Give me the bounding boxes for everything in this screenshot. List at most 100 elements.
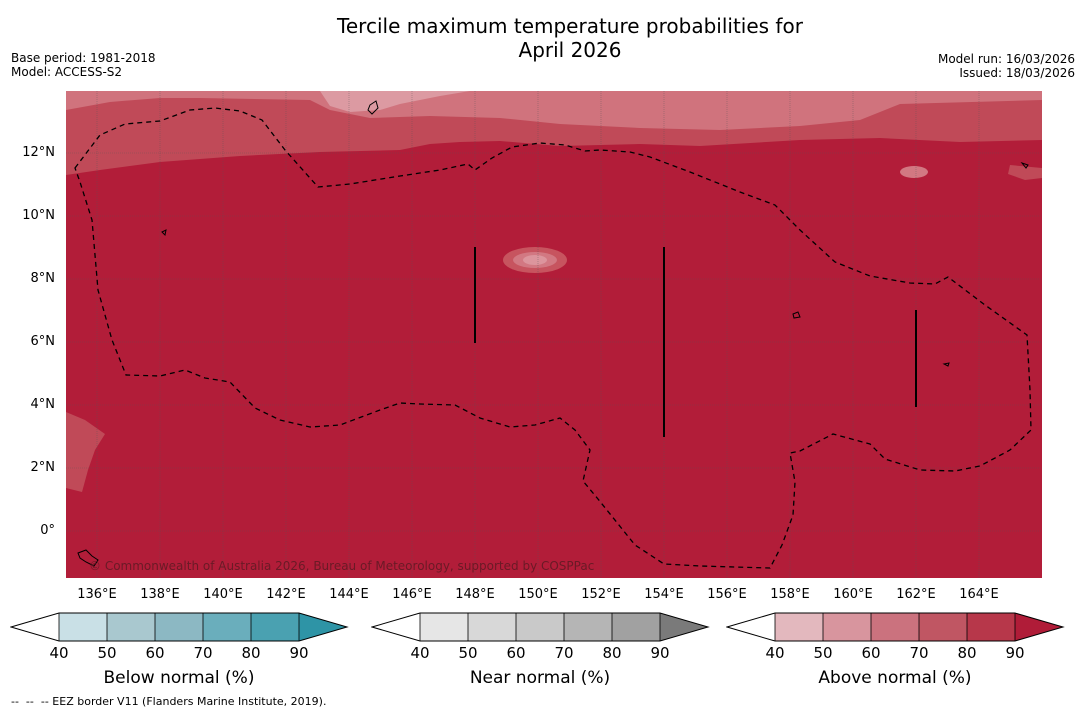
cbar-above-tick-50: 50	[813, 644, 833, 662]
island-north	[367, 100, 379, 115]
lon-label-158: 158°E	[770, 587, 810, 602]
probability-band-60	[66, 91, 1042, 130]
cbar-above-seg-0	[727, 613, 775, 641]
cbar-above-tick-80: 80	[957, 644, 977, 662]
cbar-above-seg-1	[775, 613, 823, 641]
lon-label-160: 160°E	[833, 587, 873, 602]
cbar-near-seg-3	[516, 613, 564, 641]
model-name: Model: ACCESS-S2	[11, 65, 123, 79]
cbar-near-label: Near normal (%)	[469, 668, 611, 688]
island-mid	[792, 311, 801, 319]
cbar-below-seg-5	[251, 613, 299, 641]
lat-label-8n: 8°N	[30, 271, 56, 286]
cbar-below-dividers	[58, 613, 300, 641]
lon-label-142: 142°E	[266, 587, 306, 602]
cbar-near-seg-1	[420, 613, 468, 641]
cbar-near-seg-2	[468, 613, 516, 641]
cbar-above-dividers	[774, 613, 1016, 641]
lon-label-162: 162°E	[896, 587, 936, 602]
issued-date: Issued: 18/03/2026	[959, 66, 1075, 80]
island-southwest	[77, 549, 99, 567]
island-east	[942, 362, 950, 367]
lon-label-156: 156°E	[707, 587, 747, 602]
cbar-near-tick-70: 70	[554, 644, 574, 662]
probability-patch-core	[523, 255, 547, 265]
cbar-below-tick-70: 70	[193, 644, 213, 662]
colorbar-above-normal	[726, 612, 1065, 642]
lon-label-148: 148°E	[455, 587, 495, 602]
probability-band-50	[320, 91, 470, 112]
cbar-below-tick-50: 50	[97, 644, 117, 662]
cbar-near-tick-60: 60	[506, 644, 526, 662]
cbar-near-seg-0	[372, 613, 420, 641]
meta-left: Base period: 1981-2018 Model: ACCESS-S2	[11, 51, 156, 79]
eez-footnote: -- -- -- EEZ border V11 (Flanders Marine…	[11, 695, 327, 708]
cbar-below-tick-40: 40	[49, 644, 69, 662]
eez-border-north	[74, 107, 1032, 569]
islands	[77, 100, 1029, 567]
cbar-near-seg-5	[612, 613, 660, 641]
graticule	[66, 91, 1042, 578]
colorbar-below-normal	[10, 612, 349, 642]
cbar-above-seg-2	[823, 613, 871, 641]
model-run: Model run: 16/03/2026	[937, 52, 1075, 66]
cbar-above-tick-90: 90	[1005, 644, 1025, 662]
cbar-below-seg-2	[107, 613, 155, 641]
cbar-above-seg-5	[967, 613, 1015, 641]
lon-label-144: 144°E	[329, 587, 369, 602]
lon-label-164: 164°E	[959, 587, 999, 602]
cbar-near-tick-40: 40	[410, 644, 430, 662]
cbar-below-tick-60: 60	[145, 644, 165, 662]
lon-label-138: 138°E	[140, 587, 180, 602]
cbar-near-tick-50: 50	[458, 644, 478, 662]
island-ne	[1020, 161, 1029, 169]
cbar-above-tick-40: 40	[765, 644, 785, 662]
lon-label-154: 154°E	[644, 587, 684, 602]
cbar-below-tick-80: 80	[241, 644, 261, 662]
title-line-2: April 2026	[518, 38, 622, 62]
cbar-above-tick-60: 60	[861, 644, 881, 662]
cbar-near-seg-4	[564, 613, 612, 641]
title-line-1: Tercile maximum temperature probabilitie…	[337, 14, 803, 38]
cbar-below-seg-4	[203, 613, 251, 641]
cbar-below-label: Below normal (%)	[103, 668, 255, 688]
lat-label-10n: 10°N	[22, 208, 55, 223]
cbar-near-dividers	[419, 613, 661, 641]
probability-patch-east	[900, 166, 928, 178]
lon-label-152: 152°E	[581, 587, 621, 602]
cbar-below-seg-1	[59, 613, 107, 641]
cbar-near-tick-90: 90	[650, 644, 670, 662]
probability-field	[66, 91, 1042, 578]
map-title: Tercile maximum temperature probabilitie…	[0, 14, 1085, 62]
lon-label-136: 136°E	[77, 587, 117, 602]
cbar-above-seg-4	[919, 613, 967, 641]
lon-label-150: 150°E	[518, 587, 558, 602]
cbar-above-tick-70: 70	[909, 644, 929, 662]
vertical-markers	[474, 247, 917, 437]
lat-label-4n: 4°N	[30, 397, 56, 412]
lon-label-146: 146°E	[392, 587, 432, 602]
lat-label-2n: 2°N	[30, 460, 56, 475]
colorbar-near-normal	[371, 612, 710, 642]
lat-label-12n: 12°N	[22, 145, 55, 160]
cbar-below-seg-3	[155, 613, 203, 641]
lat-label-0: 0°	[40, 523, 55, 538]
cbar-below-seg-6	[299, 613, 347, 641]
cbar-above-label: Above normal (%)	[818, 668, 972, 688]
meta-right: Model run: 16/03/2026 Issued: 18/03/2026	[938, 52, 1075, 80]
cbar-below-tick-90: 90	[289, 644, 309, 662]
probability-band-70-east	[1008, 165, 1042, 180]
eez-borders	[74, 107, 1032, 569]
lon-label-140: 140°E	[203, 587, 243, 602]
cbar-near-tick-80: 80	[602, 644, 622, 662]
cbar-above-seg-3	[871, 613, 919, 641]
island-small	[161, 229, 167, 237]
cbar-below-seg-0	[11, 613, 59, 641]
base-period: Base period: 1981-2018	[11, 51, 156, 65]
cbar-above-seg-6	[1015, 613, 1063, 641]
copyright-notice: © Commonwealth of Australia 2026, Bureau…	[89, 559, 594, 573]
probability-band-70-west	[66, 412, 105, 492]
lat-label-6n: 6°N	[30, 334, 56, 349]
cbar-near-seg-6	[660, 613, 708, 641]
